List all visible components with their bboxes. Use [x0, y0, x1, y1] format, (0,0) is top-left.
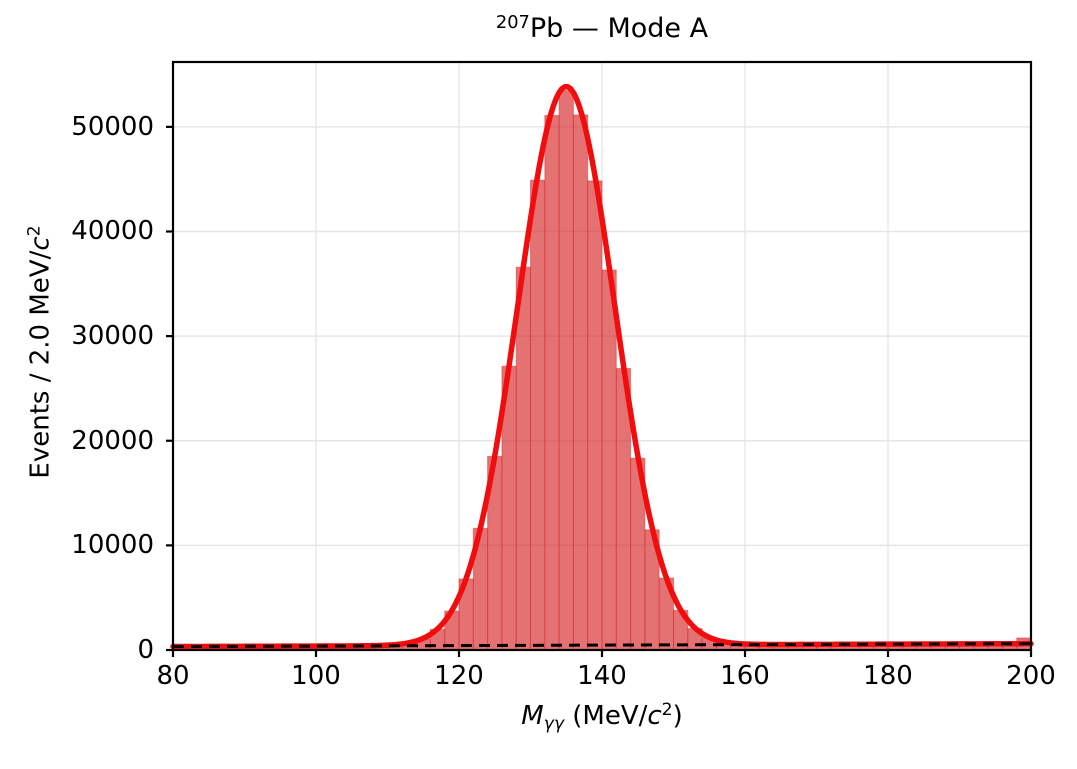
x-tick-label: 100	[291, 661, 341, 691]
x-tick-label: 160	[720, 661, 770, 691]
x-tick-label: 120	[434, 661, 484, 691]
y-tick-label: 30000	[71, 321, 154, 352]
xlabel-mass-symbol: M	[521, 701, 544, 731]
histogram-bar	[530, 179, 546, 651]
title-text: Pb — Mode A	[529, 13, 709, 44]
y-tick-label: 40000	[71, 216, 154, 247]
xlabel-units-open: (MeV/	[563, 701, 648, 731]
histogram-bar	[587, 180, 603, 651]
xlabel-c-symbol: c	[647, 701, 662, 731]
xlabel-units-close: )	[672, 701, 683, 731]
histogram-bar	[601, 269, 617, 651]
x-axis-label: Mγγ (MeV/c2)	[173, 700, 1031, 735]
xlabel-squared-superscript: 2	[661, 700, 673, 721]
histogram-bar	[544, 114, 560, 651]
y-tick-label: 0	[137, 635, 154, 665]
x-tick-label: 140	[577, 661, 627, 691]
ylabel-squared-superscript: 2	[24, 225, 45, 237]
fit-curve	[170, 84, 1034, 650]
histogram-bar	[572, 114, 589, 651]
xlabel-gammagamma-subscript: γγ	[543, 713, 564, 734]
y-tick-label: 50000	[71, 111, 154, 142]
title-isotope-superscript: 207	[495, 12, 530, 34]
y-tick-label: 20000	[71, 425, 154, 456]
histogram-bar	[558, 90, 574, 651]
x-tick-label: 80	[156, 661, 190, 691]
y-tick-label: 10000	[71, 530, 154, 561]
chart-title: 207Pb — Mode A	[173, 12, 1031, 49]
x-tick-label: 180	[863, 661, 913, 691]
histogram-bar	[515, 266, 532, 651]
x-tick-label: 200	[1006, 661, 1056, 691]
